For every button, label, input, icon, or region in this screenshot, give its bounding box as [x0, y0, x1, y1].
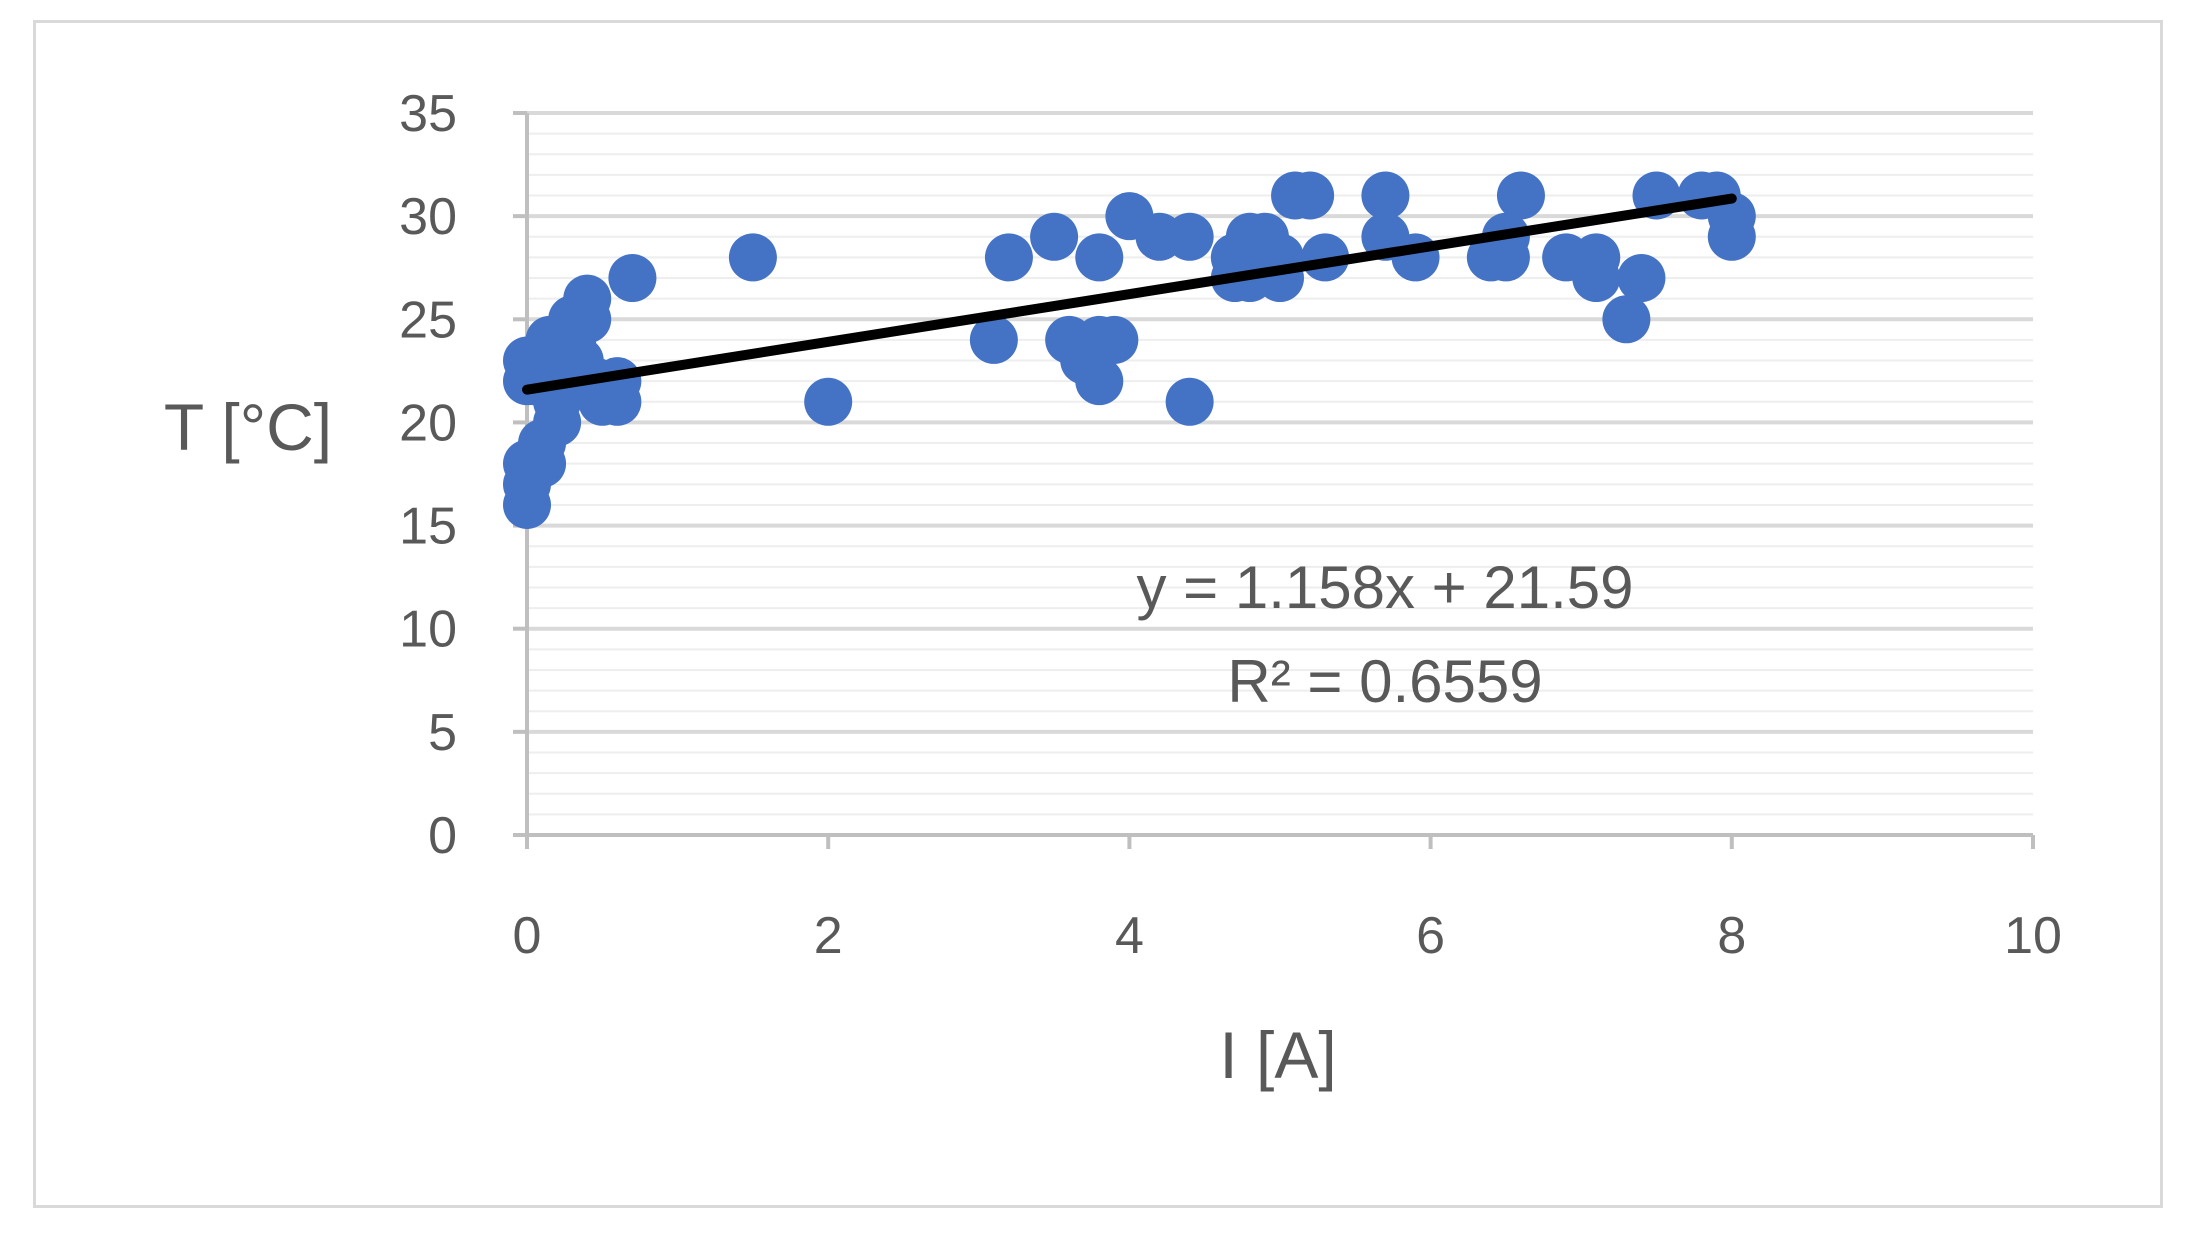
trendline-layer	[522, 193, 1737, 395]
major-gridlines	[527, 111, 2033, 734]
data-point	[1481, 233, 1530, 282]
data-point	[969, 315, 1018, 364]
data-point	[1090, 315, 1139, 364]
r-squared-label: R² = 0.6559	[1227, 648, 1542, 715]
y-tick-labels: 0 5 10 15 20 25 30 35	[399, 85, 457, 865]
data-point	[1165, 377, 1214, 426]
x-tick-labels: 0 2 4 6 8 10	[513, 907, 2062, 965]
y-tick-label: 10	[399, 601, 457, 659]
data-point	[804, 377, 853, 426]
data-point	[1361, 171, 1410, 220]
data-point	[1496, 171, 1545, 220]
x-tick-label: 4	[1115, 907, 1144, 965]
y-tick-label: 20	[399, 394, 457, 452]
trendline	[522, 193, 1737, 395]
data-point	[1075, 233, 1124, 282]
y-tick-label: 0	[428, 807, 457, 865]
y-tick-label: 35	[399, 85, 457, 143]
data-point	[728, 233, 777, 282]
x-tick-label: 2	[814, 907, 843, 965]
data-point	[1391, 233, 1440, 282]
data-points	[503, 171, 1756, 529]
y-tick-label: 30	[399, 188, 457, 246]
y-tick-label: 15	[399, 498, 457, 556]
data-point	[1165, 212, 1214, 261]
data-point	[1030, 212, 1079, 261]
trendline-equation: y = 1.158x + 21.59	[1136, 554, 1633, 621]
data-point	[1617, 254, 1666, 303]
x-tick-label: 10	[2004, 907, 2062, 965]
data-point	[1602, 295, 1651, 344]
data-point	[1572, 233, 1621, 282]
y-tick-label: 5	[428, 704, 457, 762]
data-point	[984, 233, 1033, 282]
data-point	[1286, 171, 1335, 220]
data-point	[1075, 357, 1124, 406]
data-point	[563, 295, 612, 344]
data-point	[1707, 212, 1756, 261]
x-tick-label: 0	[513, 907, 542, 965]
x-tick-label: 6	[1416, 907, 1445, 965]
data-point	[608, 254, 657, 303]
y-tick-label: 25	[399, 291, 457, 349]
x-axis-title: I [A]	[1219, 1018, 1336, 1092]
data-point	[593, 377, 642, 426]
x-tick-label: 8	[1717, 907, 1746, 965]
y-axis-title: T [°C]	[164, 390, 332, 464]
